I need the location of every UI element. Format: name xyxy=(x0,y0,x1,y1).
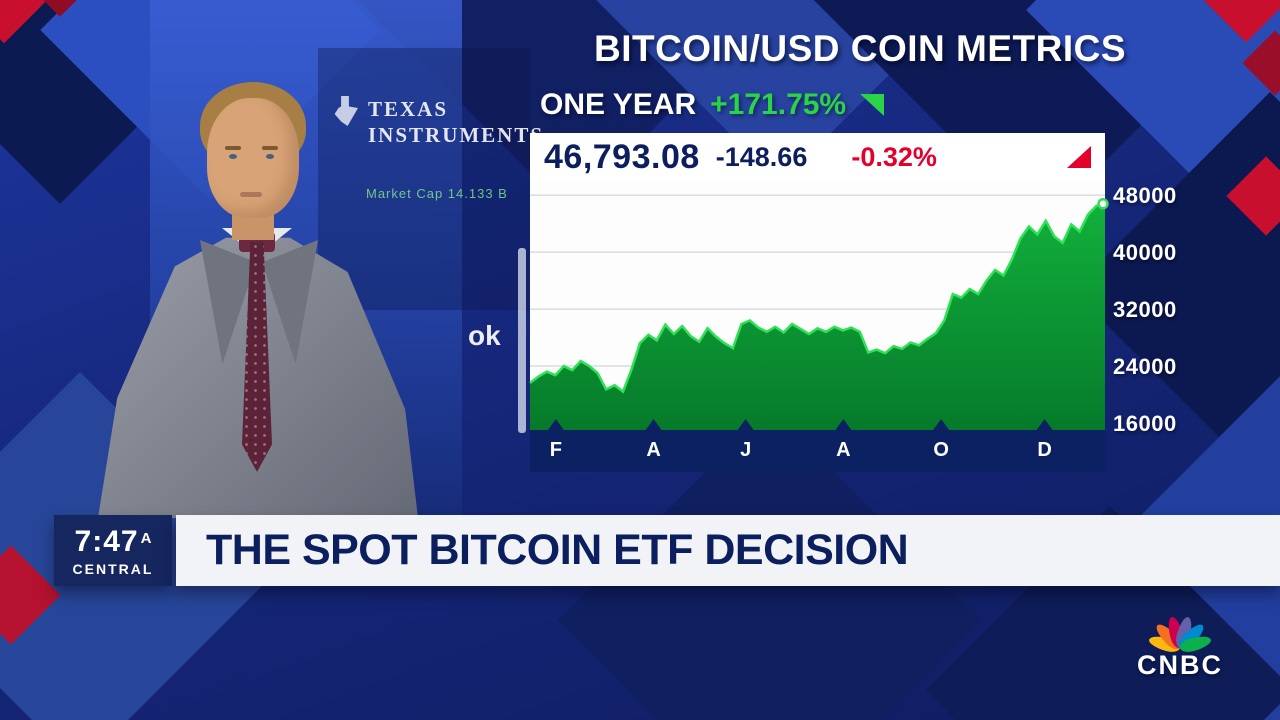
anchor-brow xyxy=(225,146,241,150)
clock-meridiem: A xyxy=(140,529,152,547)
headline-banner: THE SPOT BITCOIN ETF DECISION xyxy=(176,515,1280,586)
range-label: ONE YEAR xyxy=(540,88,697,121)
studio-screen-partial-text: ok xyxy=(468,320,501,351)
anchor-eye xyxy=(266,154,274,159)
loss-triangle-icon xyxy=(1067,146,1091,168)
last-price: 46,793.08 xyxy=(544,137,700,176)
bitcoin-price-area-chart xyxy=(529,194,1109,430)
anchor-brow xyxy=(262,146,278,150)
chart-plot-area xyxy=(529,181,1109,430)
range-change-pct: +171.75% xyxy=(710,88,847,121)
x-axis-label: A xyxy=(646,439,661,461)
clock-zone: CENTRAL xyxy=(72,560,154,577)
price-strip: 46,793.08 -148.66 -0.32% xyxy=(530,133,1105,181)
chart-range-row: ONE YEAR +171.75% xyxy=(540,88,885,122)
anchor-mouth xyxy=(240,192,262,197)
x-axis-label: F xyxy=(549,439,562,461)
y-axis-label: 24000 xyxy=(1113,353,1177,379)
net-change: -148.66 xyxy=(715,141,808,172)
y-axis-label: 40000 xyxy=(1113,240,1177,266)
studio-screen: TEXAS INSTRUMENTS Market Cap 14.133 B xyxy=(318,48,542,310)
headline-text: THE SPOT BITCOIN ETF DECISION xyxy=(206,526,909,574)
x-axis-label: O xyxy=(933,439,949,461)
anchor-eye xyxy=(229,154,237,159)
studio-monitor-edge xyxy=(518,248,526,433)
studio-screen-caption: Market Cap 14.133 B xyxy=(366,186,508,201)
clock-time: 7:47 xyxy=(74,524,139,558)
chart-title: BITCOIN/USD COIN METRICS xyxy=(593,28,1127,69)
percent-change: -0.32% xyxy=(851,141,937,172)
x-axis-label: J xyxy=(740,439,752,461)
studio-screen-brand: TEXAS INSTRUMENTS xyxy=(368,97,545,147)
cnbc-logo: CNBC xyxy=(1118,604,1242,702)
chart-y-axis: 48000 40000 32000 24000 16000 xyxy=(1113,181,1191,436)
y-axis-label: 16000 xyxy=(1113,410,1177,436)
time-box: 7:47 A CENTRAL xyxy=(54,515,172,586)
gain-triangle-icon xyxy=(860,94,885,116)
anchor-face xyxy=(207,98,299,218)
anchor-person xyxy=(40,50,480,518)
peacock-icon xyxy=(1135,604,1225,655)
y-axis-label: 32000 xyxy=(1113,297,1177,323)
x-axis-label: D xyxy=(1037,439,1052,461)
y-axis-label: 48000 xyxy=(1113,183,1177,209)
x-axis-label: A xyxy=(836,439,851,461)
cnbc-wordmark: CNBC xyxy=(1137,650,1223,680)
